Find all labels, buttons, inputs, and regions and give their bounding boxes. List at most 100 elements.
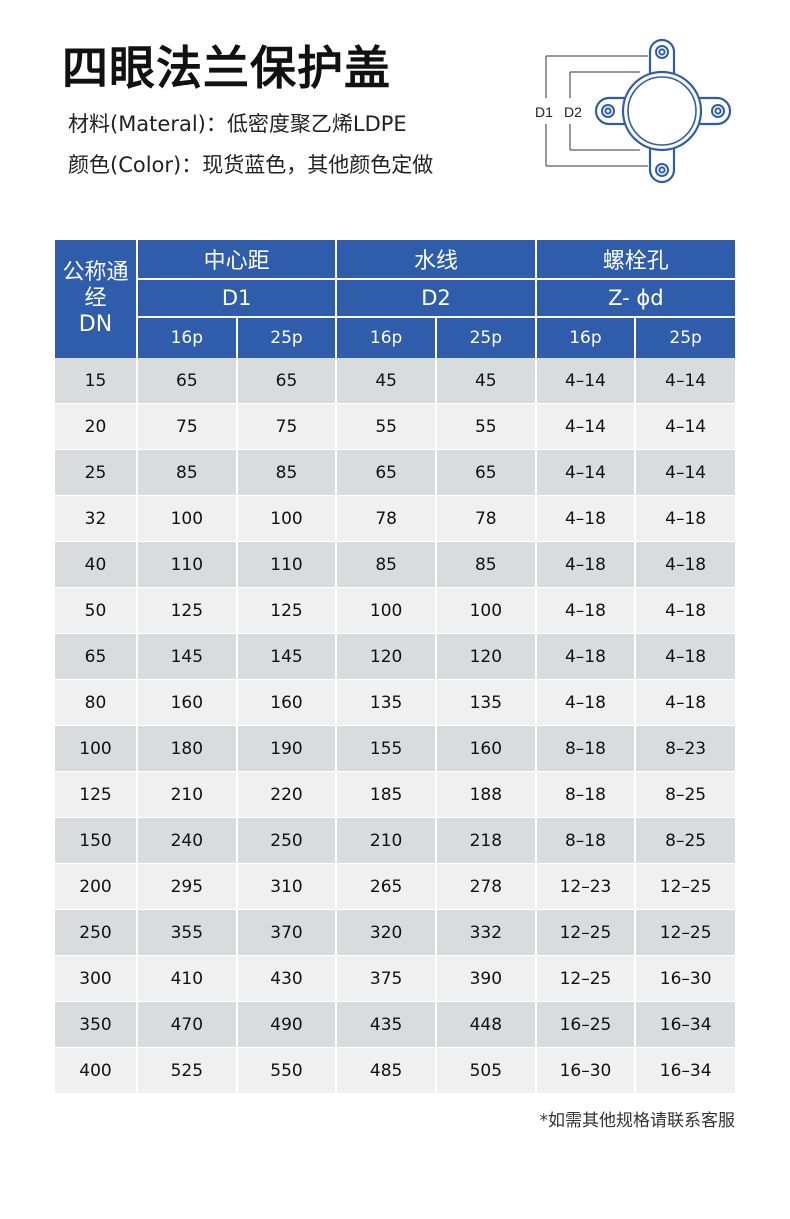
table-cell: 100: [335, 587, 436, 634]
table-cell: 210: [335, 817, 436, 864]
dn-cell: 300: [55, 955, 137, 1002]
table-cell: 355: [136, 909, 237, 956]
table-cell: 125: [235, 587, 337, 634]
table-row: 20 75 75 55 55 4–14 4–14: [55, 403, 735, 450]
table-cell: 85: [335, 541, 436, 588]
table-cell: 4–18: [634, 633, 735, 680]
dn-cell: 200: [55, 863, 137, 910]
table-cell: 435: [335, 1001, 436, 1048]
table-cell: 16–30: [634, 955, 735, 1002]
table-cell: 505: [434, 1047, 536, 1093]
dn-cell: 32: [55, 495, 137, 542]
dn-cell: 250: [55, 909, 137, 956]
table-cell: 4–18: [534, 587, 636, 634]
table-cell: 12–25: [534, 909, 636, 956]
table-cell: 16–34: [634, 1047, 735, 1093]
table-cell: 135: [335, 679, 436, 726]
dn-cell: 15: [55, 358, 137, 404]
table-cell: 4–18: [534, 541, 636, 588]
table-cell: 12–23: [534, 863, 636, 910]
table-cell: 4–14: [634, 358, 735, 404]
table-row: 125 210 220 185 188 8–18 8–25: [55, 771, 735, 818]
table-row: 200 295 310 265 278 12–23 12–25: [55, 863, 735, 910]
table-cell: 100: [434, 587, 536, 634]
table-cell: 250: [235, 817, 337, 864]
dn-cell: 65: [55, 633, 137, 680]
flange-cover-diagram: D1 D2: [535, 38, 732, 184]
table-cell: 100: [136, 495, 237, 542]
table-row: 350 470 490 435 448 16–25 16–34: [55, 1001, 735, 1048]
dn-cell: 150: [55, 817, 137, 864]
table-cell: 370: [235, 909, 337, 956]
table-cell: 4–18: [634, 495, 735, 542]
dn-cell: 400: [55, 1047, 137, 1093]
sub-header-d1: D1: [137, 279, 337, 318]
table-row: 100 180 190 155 160 8–18 8–23: [55, 725, 735, 772]
table-cell: 320: [335, 909, 436, 956]
dn-cell: 20: [55, 403, 137, 450]
table-cell: 240: [136, 817, 237, 864]
table-cell: 4–14: [534, 358, 636, 404]
dn-cell: 100: [55, 725, 137, 772]
table-cell: 85: [136, 449, 237, 496]
dn-cell: 350: [55, 1001, 137, 1048]
table-cell: 45: [434, 358, 536, 404]
table-cell: 4–18: [534, 495, 636, 542]
table-cell: 100: [235, 495, 337, 542]
table-row: 80 160 160 135 135 4–18 4–18: [55, 679, 735, 726]
page-title: 四眼法兰保护盖: [62, 41, 391, 95]
table-cell: 4–14: [534, 403, 636, 450]
table-cell: 145: [136, 633, 237, 680]
table-row: 65 145 145 120 120 4–18 4–18: [55, 633, 735, 680]
pressure-header: 16p: [335, 317, 436, 358]
footnote: *如需其他规格请联系客服: [539, 1111, 736, 1131]
spec-table: 公称通经 DN 中心距 水线 螺栓孔 D1 D2 Z- ɸd 16p 25p 16p…: [55, 240, 735, 1093]
table-cell: 75: [136, 403, 237, 450]
table-cell: 430: [235, 955, 337, 1002]
table-cell: 110: [235, 541, 337, 588]
table-row: 300 410 430 375 390 12–25 16–30: [55, 955, 735, 1002]
pressure-header: 25p: [434, 317, 536, 358]
table-cell: 12–25: [634, 863, 735, 910]
table-row: 25 85 85 65 65 4–14 4–14: [55, 449, 735, 496]
table-cell: 8–25: [634, 817, 735, 864]
table-cell: 65: [235, 358, 337, 404]
table-cell: 8–18: [534, 817, 636, 864]
table-cell: 190: [235, 725, 337, 772]
table-cell: 4–18: [534, 679, 636, 726]
table-cell: 45: [335, 358, 436, 404]
table-cell: 135: [434, 679, 536, 726]
table-cell: 12–25: [534, 955, 636, 1002]
table-cell: 218: [434, 817, 536, 864]
table-cell: 4–14: [634, 449, 735, 496]
table-cell: 490: [235, 1001, 337, 1048]
group-header-bolt-hole: 螺栓孔: [534, 240, 735, 280]
table-cell: 4–18: [634, 541, 735, 588]
dn-header: 公称通经 DN: [55, 240, 138, 358]
table-row: 250 355 370 320 332 12–25 12–25: [55, 909, 735, 956]
table-cell: 85: [235, 449, 337, 496]
table-cell: 78: [434, 495, 536, 542]
table-cell: 220: [235, 771, 337, 818]
sub-header-d2: D2: [335, 279, 536, 318]
dn-cell: 50: [55, 587, 137, 634]
table-cell: 525: [136, 1047, 237, 1093]
dn-cell: 125: [55, 771, 137, 818]
table-cell: 4–18: [634, 679, 735, 726]
table-cell: 180: [136, 725, 237, 772]
dn-cell: 40: [55, 541, 137, 588]
table-row: 150 240 250 210 218 8–18 8–25: [55, 817, 735, 864]
table-cell: 4–18: [534, 633, 636, 680]
table-row: 40 110 110 85 85 4–18 4–18: [55, 541, 735, 588]
table-cell: 8–18: [534, 771, 636, 818]
table-cell: 278: [434, 863, 536, 910]
table-cell: 16–30: [534, 1047, 636, 1093]
table-cell: 120: [434, 633, 536, 680]
table-row: 50 125 125 100 100 4–18 4–18: [55, 587, 735, 634]
table-cell: 295: [136, 863, 237, 910]
table-cell: 8–18: [534, 725, 636, 772]
table-cell: 188: [434, 771, 536, 818]
table-cell: 185: [335, 771, 436, 818]
table-cell: 4–18: [634, 587, 735, 634]
pressure-header: 16p: [534, 317, 636, 358]
